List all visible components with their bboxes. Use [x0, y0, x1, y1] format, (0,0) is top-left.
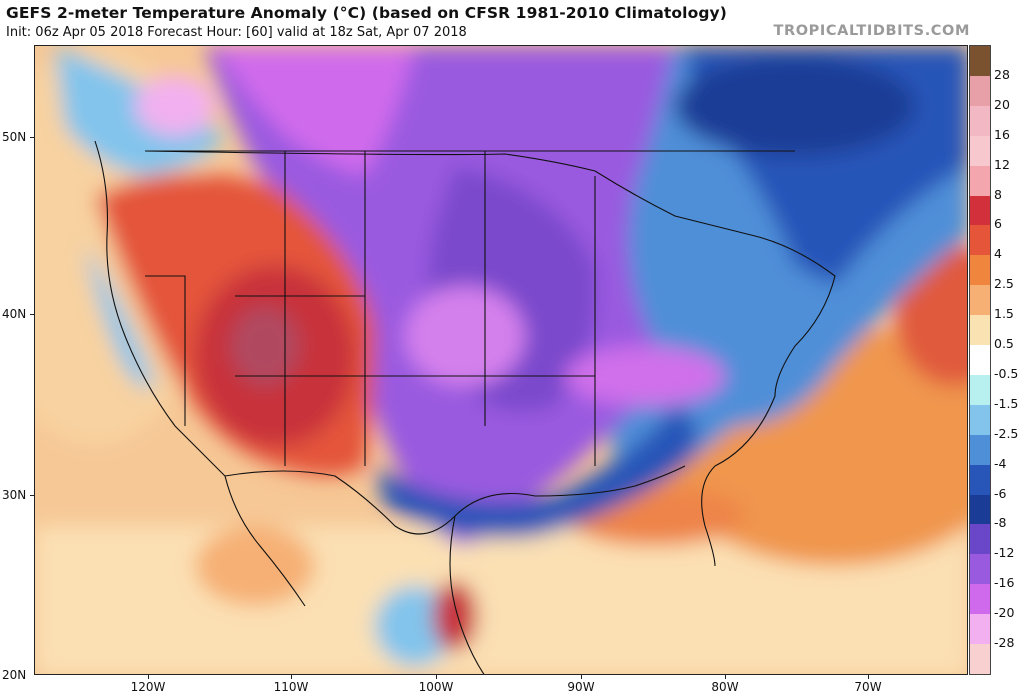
colorbar-segment — [970, 404, 990, 436]
lat-label-30n: 30N — [2, 488, 27, 502]
lon-tick — [148, 675, 149, 679]
lat-label-20n: 20N — [2, 668, 27, 682]
colorbar-segment — [970, 165, 990, 196]
colorbar-label: 12 — [994, 156, 1010, 172]
boundary-lines — [94, 140, 836, 674]
colorbar-label: -0.5 — [994, 365, 1019, 381]
lon-tick — [725, 675, 726, 679]
colorbar-segment — [970, 614, 990, 645]
colorbar-label: 28 — [994, 66, 1010, 82]
map-subtitle: Init: 06z Apr 05 2018 Forecast Hour: [60… — [6, 25, 467, 40]
colorbar-segment — [970, 225, 990, 256]
lon-label-90w: 90W — [567, 680, 595, 694]
lat-tick — [30, 495, 34, 496]
colorbar-segment — [970, 345, 990, 376]
colorbar-segment — [970, 195, 990, 226]
colorbar-segment — [970, 554, 990, 585]
colorbar-segment — [970, 315, 990, 346]
colorbar-segment — [970, 434, 990, 466]
colorbar-label: -20 — [994, 605, 1015, 621]
temperature-anomaly-map — [34, 45, 968, 675]
colorbar-label: -2.5 — [994, 425, 1019, 441]
lat-tick — [30, 137, 34, 138]
colorbar-label: -12 — [994, 545, 1015, 561]
colorbar-segment — [970, 46, 990, 77]
colorbar-label: -8 — [994, 515, 1007, 531]
map-title: GEFS 2-meter Temperature Anomaly (°C) (b… — [6, 4, 727, 22]
colorbar-segment — [970, 494, 990, 525]
source-watermark: TROPICALTIDBITS.COM — [773, 23, 970, 39]
colorbar-label: -16 — [994, 575, 1015, 591]
colorbar-label: -4 — [994, 455, 1007, 471]
colorbar-segment — [970, 75, 990, 107]
lat-label-50n: 50N — [2, 130, 27, 144]
colorbar-label: -28 — [994, 635, 1015, 651]
colorbar-segment — [970, 644, 990, 675]
colorbar-segment — [970, 464, 990, 496]
colorbar-label: 0.5 — [994, 336, 1014, 352]
colorbar-segment — [970, 374, 990, 406]
lon-label-100w: 100W — [418, 680, 454, 694]
lat-label-40n: 40N — [2, 307, 27, 321]
lon-label-80w: 80W — [711, 680, 739, 694]
lon-label-110w: 110W — [273, 680, 309, 694]
colorbar-segment — [970, 584, 990, 615]
lon-tick — [436, 675, 437, 679]
colorbar-segment — [970, 524, 990, 555]
lon-label-70w: 70W — [854, 680, 882, 694]
lon-tick — [868, 675, 869, 679]
colorbar-label: 20 — [994, 96, 1010, 112]
colorbar-segment — [970, 105, 990, 137]
colorbar-label: 6 — [994, 216, 1002, 232]
colorbar-label: 1.5 — [994, 306, 1014, 322]
colorbar-label: 2.5 — [994, 276, 1014, 292]
colorbar-segment — [970, 135, 990, 167]
colorbar — [969, 45, 991, 675]
lon-label-120w: 120W — [130, 680, 166, 694]
lon-tick — [291, 675, 292, 679]
colorbar-label: 4 — [994, 246, 1002, 262]
lon-tick — [581, 675, 582, 679]
colorbar-label: -6 — [994, 485, 1007, 501]
colorbar-segment — [970, 285, 990, 316]
colorbar-label: 16 — [994, 126, 1010, 142]
colorbar-label: 8 — [994, 186, 1002, 202]
colorbar-segment — [970, 255, 990, 286]
colorbar-label: -1.5 — [994, 395, 1019, 411]
lat-tick — [30, 314, 34, 315]
